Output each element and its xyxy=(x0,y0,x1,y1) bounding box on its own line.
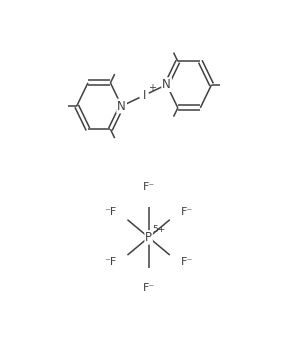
Text: P: P xyxy=(145,231,152,244)
Text: I: I xyxy=(142,89,146,102)
Text: ⁻F: ⁻F xyxy=(105,258,117,267)
Text: F⁻: F⁻ xyxy=(142,283,155,293)
Text: ⁻F: ⁻F xyxy=(105,207,117,217)
Text: +: + xyxy=(148,83,156,93)
Text: F⁻: F⁻ xyxy=(142,182,155,191)
Text: 5+: 5+ xyxy=(153,225,166,234)
Text: F⁻: F⁻ xyxy=(180,258,193,267)
Text: F⁻: F⁻ xyxy=(180,207,193,217)
Text: N: N xyxy=(162,78,171,91)
Text: N: N xyxy=(117,100,126,112)
